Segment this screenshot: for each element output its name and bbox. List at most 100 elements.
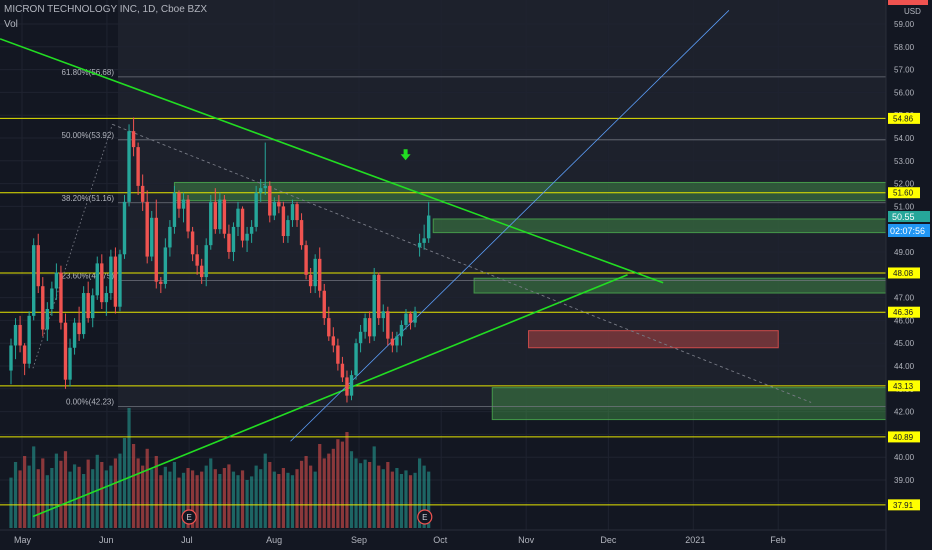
earnings-marker-icon [181, 509, 197, 525]
candle [390, 331, 395, 353]
time-tick-label: Feb [770, 535, 786, 545]
candle [36, 233, 40, 294]
candle-body [32, 245, 36, 316]
candle-body [209, 201, 213, 246]
candle-body [163, 247, 168, 284]
volume-bar [36, 469, 40, 528]
level-label: 37.91 [893, 501, 914, 510]
candle [413, 306, 417, 328]
candle-body [413, 311, 417, 323]
volume-bar [27, 465, 31, 528]
candle [227, 224, 231, 259]
candle-body [45, 309, 50, 330]
volume-bar [290, 475, 295, 528]
volume-bar [186, 468, 190, 528]
volume-bar [427, 471, 431, 528]
candle [354, 338, 358, 380]
fibonacci-levels: 61.80%(56.68) 50.00%(53.92) 38.20%(51.16) 2… [62, 68, 886, 407]
volume-bar [218, 474, 222, 528]
candle-body [91, 295, 95, 319]
candle-body [381, 311, 385, 319]
volume-bar [122, 438, 127, 528]
candle [395, 331, 399, 353]
candle [408, 311, 413, 330]
candle-body [68, 347, 72, 380]
candle [377, 272, 381, 325]
volume-bar [327, 453, 331, 528]
volume-bar [363, 459, 367, 528]
candle [358, 324, 363, 353]
candle-body [86, 293, 90, 319]
candle [281, 201, 286, 243]
volume-bar [322, 458, 326, 528]
time-axis-ticks[interactable]: May Jun Jul Aug Sep Oct Nov Dec 2021 Feb [14, 535, 786, 545]
candle-body [168, 226, 172, 248]
candle-body [36, 245, 40, 287]
fib-label: 50.00%(53.92) [62, 131, 115, 140]
price-tick-label: 52.00 [894, 180, 915, 189]
candle-body [259, 188, 263, 193]
candle-body [404, 313, 408, 325]
volume-bar [358, 463, 363, 528]
candle [172, 185, 177, 234]
volume-bar [381, 469, 385, 528]
volume-bar [349, 451, 354, 528]
candle [381, 304, 385, 332]
candle-body [218, 199, 222, 230]
symbol-title[interactable]: MICRON TECHNOLOGY INC, 1D, Cboe BZX [4, 4, 208, 15]
candle-body [18, 324, 22, 346]
volume-bar [227, 464, 231, 528]
candle-body [240, 208, 245, 241]
volume-bar [200, 471, 204, 528]
volume-bar [23, 456, 27, 528]
volume-bar [395, 468, 399, 528]
volume-bar [72, 464, 77, 528]
candle [41, 277, 45, 337]
candle-body [113, 256, 118, 307]
zone-supply [173, 181, 932, 202]
candle-body [308, 274, 313, 287]
candle [150, 210, 154, 262]
candle [331, 327, 336, 353]
volume-bar [91, 469, 95, 528]
arrow-down-icon [400, 149, 411, 161]
level-labels: 54.86 51.60 48.08 46.36 43.13 40.89 37.91 [888, 112, 920, 511]
volume-bar [127, 408, 131, 528]
volume-bar [168, 471, 172, 528]
candle-body [204, 245, 208, 278]
candle [268, 181, 272, 223]
volume-bar [177, 477, 181, 528]
candle-body [118, 254, 122, 307]
volume-bar [209, 458, 213, 528]
candle-body [268, 185, 272, 216]
candle-body [59, 272, 63, 323]
volume-bar [340, 441, 345, 528]
candle [77, 306, 81, 341]
volume-bar [408, 475, 413, 528]
candle [222, 195, 227, 239]
candle [422, 224, 426, 250]
candle-body [386, 311, 390, 339]
candle-body [199, 265, 204, 278]
candle [218, 192, 222, 234]
volume-indicator-label[interactable]: Vol [4, 19, 18, 30]
candle [50, 281, 54, 316]
earnings-marker-letter: E [186, 513, 191, 522]
volume-bar [354, 458, 358, 528]
volume-bar [418, 458, 422, 528]
candle-body [100, 263, 104, 303]
candle-body [136, 147, 140, 186]
volume-bar [309, 465, 313, 528]
candle-body [367, 318, 372, 337]
candle [204, 238, 208, 287]
fib-label: 38.20%(51.16) [62, 194, 115, 203]
candle [136, 142, 140, 195]
candle [100, 254, 104, 309]
time-tick-label: Jul [181, 535, 193, 545]
price-tick-label: 45.00 [894, 339, 915, 348]
trendlines [0, 10, 812, 518]
candle-body [390, 338, 395, 346]
trendline-solid-green [32, 274, 628, 518]
candle-body [109, 256, 113, 294]
